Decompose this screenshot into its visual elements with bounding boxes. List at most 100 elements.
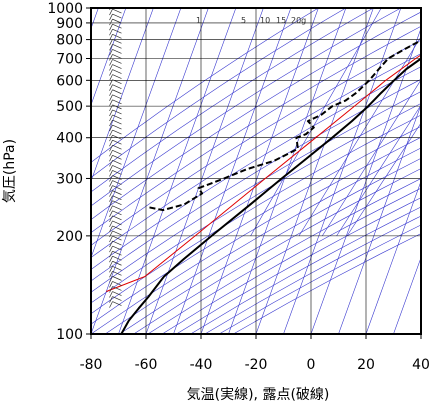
wind-barb bbox=[112, 260, 122, 266]
wind-barb bbox=[112, 129, 122, 135]
wind-barb-flag bbox=[109, 251, 113, 258]
wind-barb bbox=[112, 144, 122, 150]
wind-barb-flag bbox=[109, 261, 113, 268]
wind-barb-flag bbox=[109, 64, 113, 71]
wind-barb bbox=[112, 74, 122, 79]
isotherm-line bbox=[91, 8, 154, 183]
wind-barb-flag bbox=[109, 8, 113, 16]
y-tick-label: 700 bbox=[56, 51, 83, 67]
isotherm-line bbox=[200, 8, 319, 334]
wind-barb-flag bbox=[109, 140, 113, 147]
wind-barb-flag bbox=[109, 79, 113, 86]
adiabat-line bbox=[91, 39, 421, 246]
wind-barb bbox=[112, 124, 122, 130]
wind-barb-flag bbox=[109, 124, 113, 132]
wind-barb-flag bbox=[109, 271, 113, 278]
wind-barb-flag bbox=[109, 29, 113, 36]
wind-barb bbox=[112, 28, 122, 34]
wind-barb bbox=[112, 33, 122, 39]
isotherm-line bbox=[173, 8, 292, 334]
wind-barb bbox=[112, 190, 122, 195]
wind-barb bbox=[112, 200, 122, 206]
wind-barb bbox=[112, 301, 122, 306]
wind-barb bbox=[112, 195, 122, 200]
mixing-ratio-line bbox=[322, 79, 421, 237]
x-tick-label: 0 bbox=[307, 357, 316, 373]
wind-barb-flag bbox=[109, 291, 113, 298]
wind-barb-flag bbox=[109, 276, 113, 283]
wind-barb-flag bbox=[109, 145, 113, 152]
wind-barb-flag bbox=[109, 301, 113, 308]
wind-barb-flag bbox=[109, 160, 113, 167]
adiabat-line bbox=[91, 8, 347, 178]
wind-barb bbox=[112, 165, 122, 170]
wind-barb bbox=[112, 245, 122, 251]
wind-barb-flag bbox=[109, 281, 113, 288]
y-axis-label: 気圧(hPa) bbox=[2, 139, 18, 203]
adiabat-line bbox=[91, 8, 375, 193]
adiabat-line bbox=[91, 91, 421, 293]
y-tick-label: 1000 bbox=[47, 1, 83, 17]
wind-barb-flag bbox=[109, 150, 113, 157]
wind-barb bbox=[112, 99, 122, 105]
mixing-ratio-label: 1 bbox=[196, 16, 201, 25]
wind-barb bbox=[112, 286, 122, 291]
adiabat-line bbox=[147, 178, 421, 334]
isotherm-line bbox=[310, 27, 421, 334]
wind-barb bbox=[112, 291, 122, 296]
wind-barb bbox=[112, 235, 122, 241]
y-tick-label: 900 bbox=[56, 16, 83, 32]
wind-barb bbox=[112, 109, 122, 115]
wind-barb bbox=[112, 265, 122, 271]
wind-barb bbox=[112, 64, 122, 69]
wind-barb bbox=[112, 59, 122, 64]
wind-barb bbox=[112, 215, 122, 221]
adiabat-line bbox=[176, 197, 421, 334]
isotherm-line bbox=[228, 8, 347, 334]
wind-barb-flag bbox=[109, 296, 113, 303]
isotherm-line bbox=[255, 8, 374, 334]
adiabat-line bbox=[133, 168, 421, 334]
x-axis-label: 気温(実線), 露点(破線) bbox=[187, 387, 330, 403]
wind-barb bbox=[112, 240, 122, 246]
isotherm-line bbox=[365, 180, 421, 334]
grid-lines bbox=[90, 7, 422, 335]
wind-barb-flag bbox=[109, 240, 113, 248]
wind-barb bbox=[112, 54, 122, 59]
adiabat-line bbox=[91, 114, 421, 315]
wind-barb-flag bbox=[109, 44, 113, 51]
wind-barb-flag bbox=[109, 225, 113, 233]
wind-barb bbox=[112, 230, 122, 236]
wind-barb bbox=[112, 44, 122, 49]
wind-barb-flag bbox=[109, 205, 113, 212]
adiabat-line bbox=[91, 53, 421, 258]
wind-barb-flag bbox=[109, 104, 113, 112]
wind-barb-flag bbox=[109, 129, 113, 137]
wind-barb bbox=[112, 18, 122, 24]
adiabat-line bbox=[91, 125, 421, 325]
wind-barb bbox=[112, 69, 122, 74]
wind-barb-flag bbox=[109, 165, 113, 172]
wind-barb-flag bbox=[109, 235, 113, 243]
x-axis-ticks: -80 -60 -40 -20 0 20 40 bbox=[80, 334, 430, 373]
wind-barb-flag bbox=[109, 256, 113, 263]
mixing-ratio-line bbox=[298, 36, 421, 237]
x-tick-label: 40 bbox=[412, 357, 430, 373]
wind-barb-flag bbox=[109, 185, 113, 192]
wind-barb-flag bbox=[109, 34, 113, 41]
profile-lines bbox=[106, 39, 421, 334]
wind-barb bbox=[112, 104, 122, 110]
x-tick-label: -20 bbox=[245, 357, 268, 373]
wind-barb bbox=[112, 255, 122, 261]
mixing-ratio-labels: 1 5 10 15 20g bbox=[196, 16, 306, 25]
adiabat-line bbox=[91, 8, 319, 163]
wind-barb bbox=[112, 296, 122, 301]
wind-barb-flag bbox=[109, 266, 113, 273]
wind-barb-flag bbox=[109, 245, 113, 253]
wind-barb bbox=[112, 38, 122, 44]
wind-barb-flag bbox=[109, 210, 113, 217]
wind-barb-flag bbox=[109, 39, 113, 46]
isotherm-line bbox=[283, 8, 402, 334]
